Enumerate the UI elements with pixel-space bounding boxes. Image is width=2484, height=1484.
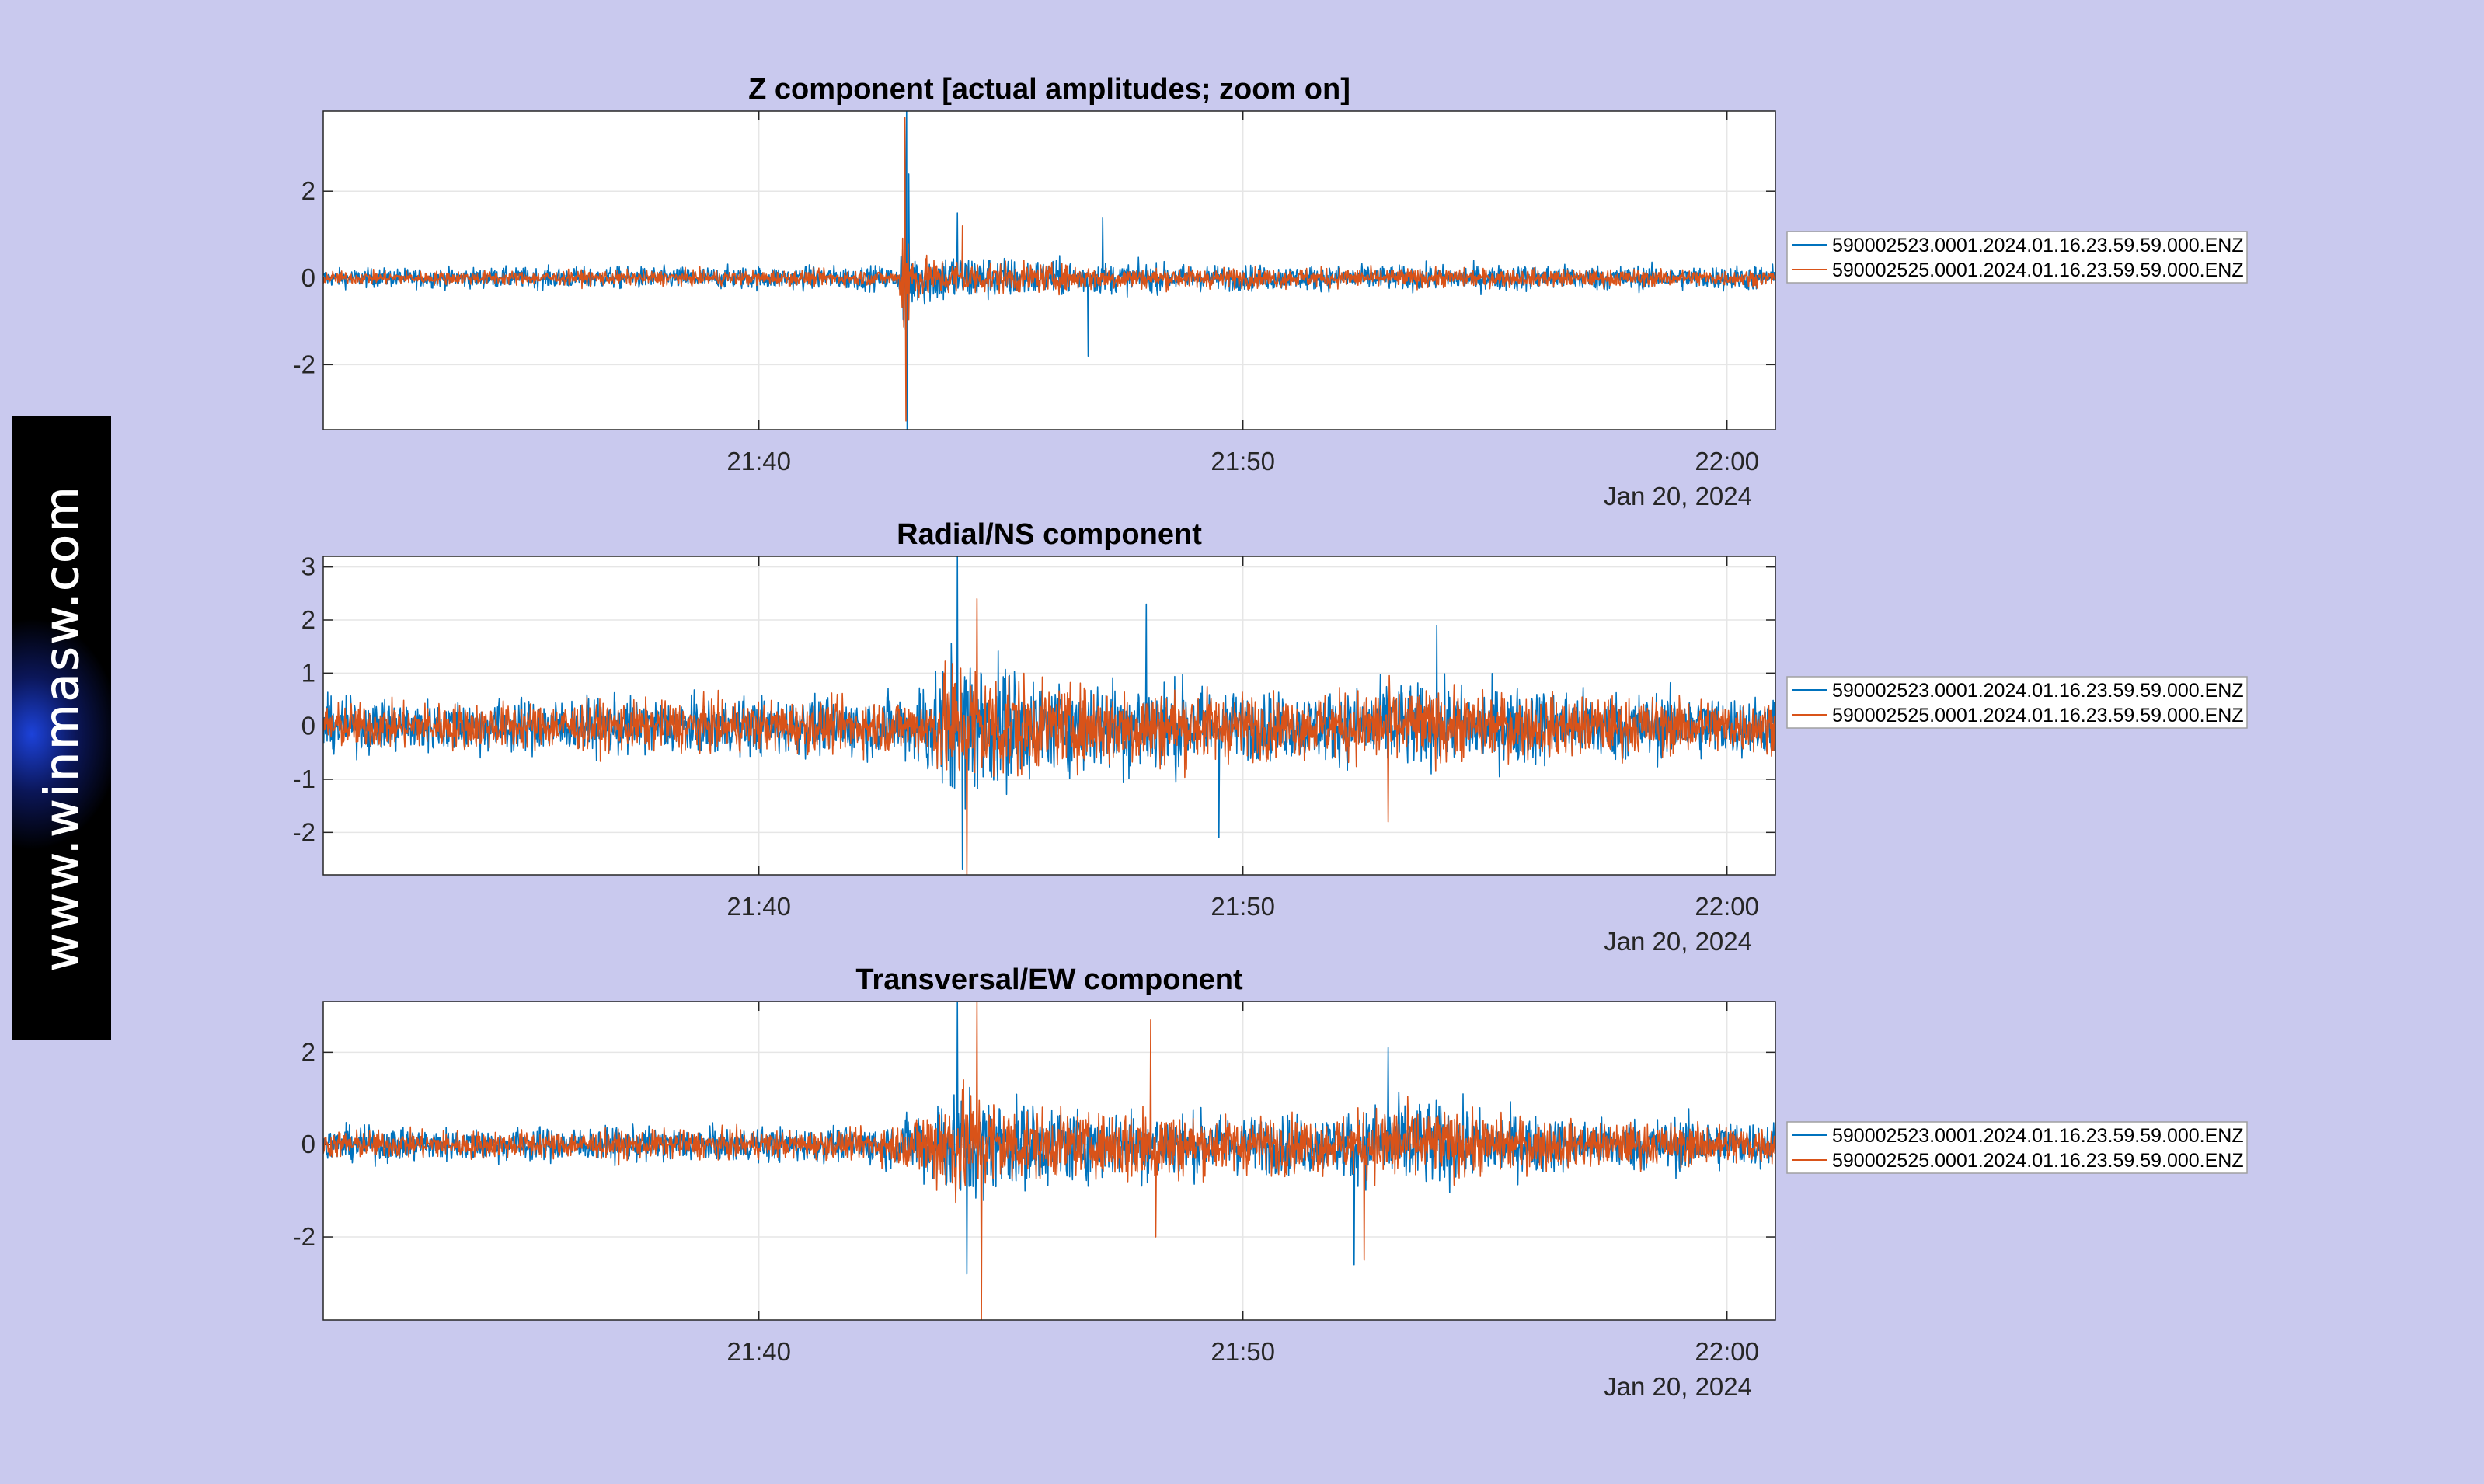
chart-title: Transversal/EW component — [855, 963, 1243, 996]
x-tick-label: 22:00 — [1695, 447, 1759, 476]
y-tick-label: 2 — [301, 1037, 315, 1066]
legend-entry-1: 590002523.0001.2024.01.16.23.59.59.000.E… — [1832, 1125, 2244, 1147]
x-tick-label: 21:40 — [726, 892, 791, 921]
x-date-label: Jan 20, 2024 — [1604, 482, 1752, 510]
x-date-label: Jan 20, 2024 — [1604, 1372, 1752, 1401]
y-tick-label: -1 — [293, 765, 315, 793]
axes-box — [322, 556, 1776, 876]
legend-entry-2: 590002525.0001.2024.01.16.23.59.59.000.E… — [1832, 1150, 2244, 1172]
x-tick-label: 21:50 — [1211, 1337, 1275, 1366]
legend-entry-2: 590002525.0001.2024.01.16.23.59.59.000.E… — [1832, 260, 2244, 281]
legend-box — [1786, 676, 2248, 729]
y-tick-label: -2 — [293, 1222, 315, 1251]
y-tick-label: 0 — [301, 263, 315, 292]
series-line-2 — [323, 117, 1775, 422]
x-tick-label: 21:40 — [726, 447, 791, 476]
y-tick-label: 0 — [301, 1130, 315, 1158]
chart-panel-2: 21:40 21:50 22:00 3 2 1 0 -1 -2 Radial/NS compone… — [293, 518, 2248, 956]
x-tick-label: 22:00 — [1695, 892, 1759, 921]
watermark-glow — [12, 618, 111, 851]
axes-box — [322, 1001, 1776, 1321]
legend-box — [1786, 1121, 2248, 1174]
chart-title: Z component [actual amplitudes; zoom on] — [748, 73, 1350, 106]
legend-entry-1: 590002523.0001.2024.01.16.23.59.59.000.E… — [1832, 680, 2244, 702]
x-tick-label: 21:50 — [1211, 892, 1275, 921]
chart-panel-1: 21:40 21:50 22:00 2 0 -2 Z component [actual a… — [293, 73, 2248, 510]
x-date-label: Jan 20, 2024 — [1604, 927, 1752, 956]
y-tick-label: 2 — [301, 605, 315, 634]
legend-box — [1786, 231, 2248, 284]
y-tick-label: 3 — [301, 552, 315, 581]
y-tick-label: 2 — [301, 176, 315, 205]
series-line-2 — [323, 597, 1775, 875]
x-tick-label: 21:50 — [1211, 447, 1275, 476]
y-tick-label: 1 — [301, 658, 315, 687]
series-line-2 — [323, 1002, 1775, 1320]
chart-panel-3: 21:40 21:50 22:00 2 0 -2 Transversal/EW compon… — [293, 963, 2248, 1401]
y-tick-label: -2 — [293, 350, 315, 378]
chart-title: Radial/NS component — [897, 518, 1202, 551]
axes-box — [322, 110, 1776, 430]
x-tick-label: 22:00 — [1695, 1337, 1759, 1366]
y-tick-label: 0 — [301, 712, 315, 740]
y-tick-label: -2 — [293, 817, 315, 846]
legend-entry-1: 590002523.0001.2024.01.16.23.59.59.000.E… — [1832, 235, 2244, 256]
watermark-logo: www.winmasw.com — [12, 416, 111, 1040]
legend-entry-2: 590002525.0001.2024.01.16.23.59.59.000.E… — [1832, 705, 2244, 726]
x-tick-label: 21:40 — [726, 1337, 791, 1366]
